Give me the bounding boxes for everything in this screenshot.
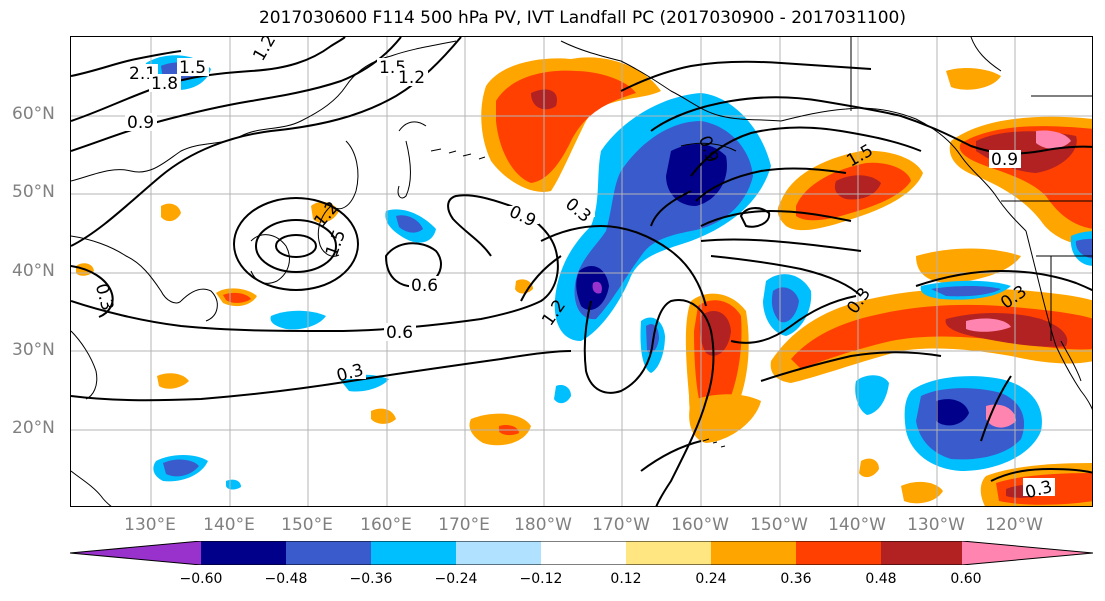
contour-labels: 2.1 1.8 1.5 1.2 0.9 1.5 1.2 0.9 0.3 1.5 … — [91, 37, 1055, 503]
contour-label: 1.2 — [398, 68, 425, 88]
pv-contours — [71, 37, 1092, 506]
colorbar-tick-label: 0.36 — [780, 571, 812, 587]
lat-label-40n: 40°N — [12, 261, 55, 281]
colorbar-segment — [371, 541, 456, 565]
lat-label-30n: 30°N — [12, 340, 55, 360]
contour-label: 1.5 — [179, 58, 206, 78]
colorbar-tick-label: 0.60 — [950, 571, 982, 587]
colorbar-segment — [201, 541, 286, 565]
lat-label-60n: 60°N — [12, 104, 55, 124]
lon-label-180w: 180°W — [514, 515, 572, 535]
contour-label: 1.5 — [322, 227, 350, 259]
colorbar-tick-label: −0.36 — [349, 571, 393, 587]
colorbar-segment — [626, 541, 711, 565]
lon-label-150e: 150°E — [281, 515, 333, 535]
colorbar — [70, 541, 1093, 565]
lon-label-140w: 140°W — [828, 515, 886, 535]
colorbar-segment — [962, 541, 1093, 565]
lat-label-50n: 50°N — [12, 182, 55, 202]
colorbar-tick-label: −0.60 — [179, 571, 223, 587]
contour-label: 1.8 — [151, 74, 178, 94]
colorbar-tick-label: −0.12 — [519, 571, 563, 587]
lon-label-170w: 170°W — [592, 515, 650, 535]
map-title: 2017030600 F114 500 hPa PV, IVT Landfall… — [258, 8, 906, 28]
colorbar-segment — [541, 541, 626, 565]
colorbar-tick-label: 0.12 — [610, 571, 642, 587]
map-panel: 2.1 1.8 1.5 1.2 0.9 1.5 1.2 0.9 0.3 1.5 … — [70, 36, 1093, 507]
lon-label-170e: 170°E — [438, 515, 490, 535]
colorbar-segment — [711, 541, 796, 565]
colorbar-segment — [796, 541, 881, 565]
colorbar-segment — [456, 541, 541, 565]
contour-label: 1.2 — [310, 198, 343, 232]
map-canvas: 2.1 1.8 1.5 1.2 0.9 1.5 1.2 0.9 0.3 1.5 … — [71, 37, 1092, 506]
colorbar-segment — [286, 541, 371, 565]
colorbar-tick-label: 0.48 — [865, 571, 897, 587]
colorbar-segment — [881, 541, 962, 565]
lon-label-140e: 140°E — [203, 515, 255, 535]
colorbar-segment — [70, 541, 201, 565]
contour-label: 0.9 — [127, 113, 154, 133]
lon-label-160w: 160°W — [671, 515, 729, 535]
lon-label-130e: 130°E — [124, 515, 176, 535]
colorbar-tick-label: 0.24 — [695, 571, 727, 587]
contour-label: 0.6 — [411, 276, 438, 296]
colorbar-tick-label: −0.48 — [264, 571, 308, 587]
lat-label-20n: 20°N — [12, 418, 55, 438]
colorbar-tick-label: −0.24 — [434, 571, 478, 587]
contour-label: 1.2 — [249, 37, 280, 65]
contour-label: 0.9 — [991, 150, 1018, 170]
lon-label-130w: 130°W — [907, 515, 965, 535]
pv-anomaly-fills — [76, 55, 1092, 506]
lon-label-150w: 150°W — [750, 515, 808, 535]
contour-label: 0.6 — [386, 323, 413, 343]
lon-label-160e: 160°E — [360, 515, 412, 535]
lon-label-120w: 120°W — [985, 515, 1043, 535]
